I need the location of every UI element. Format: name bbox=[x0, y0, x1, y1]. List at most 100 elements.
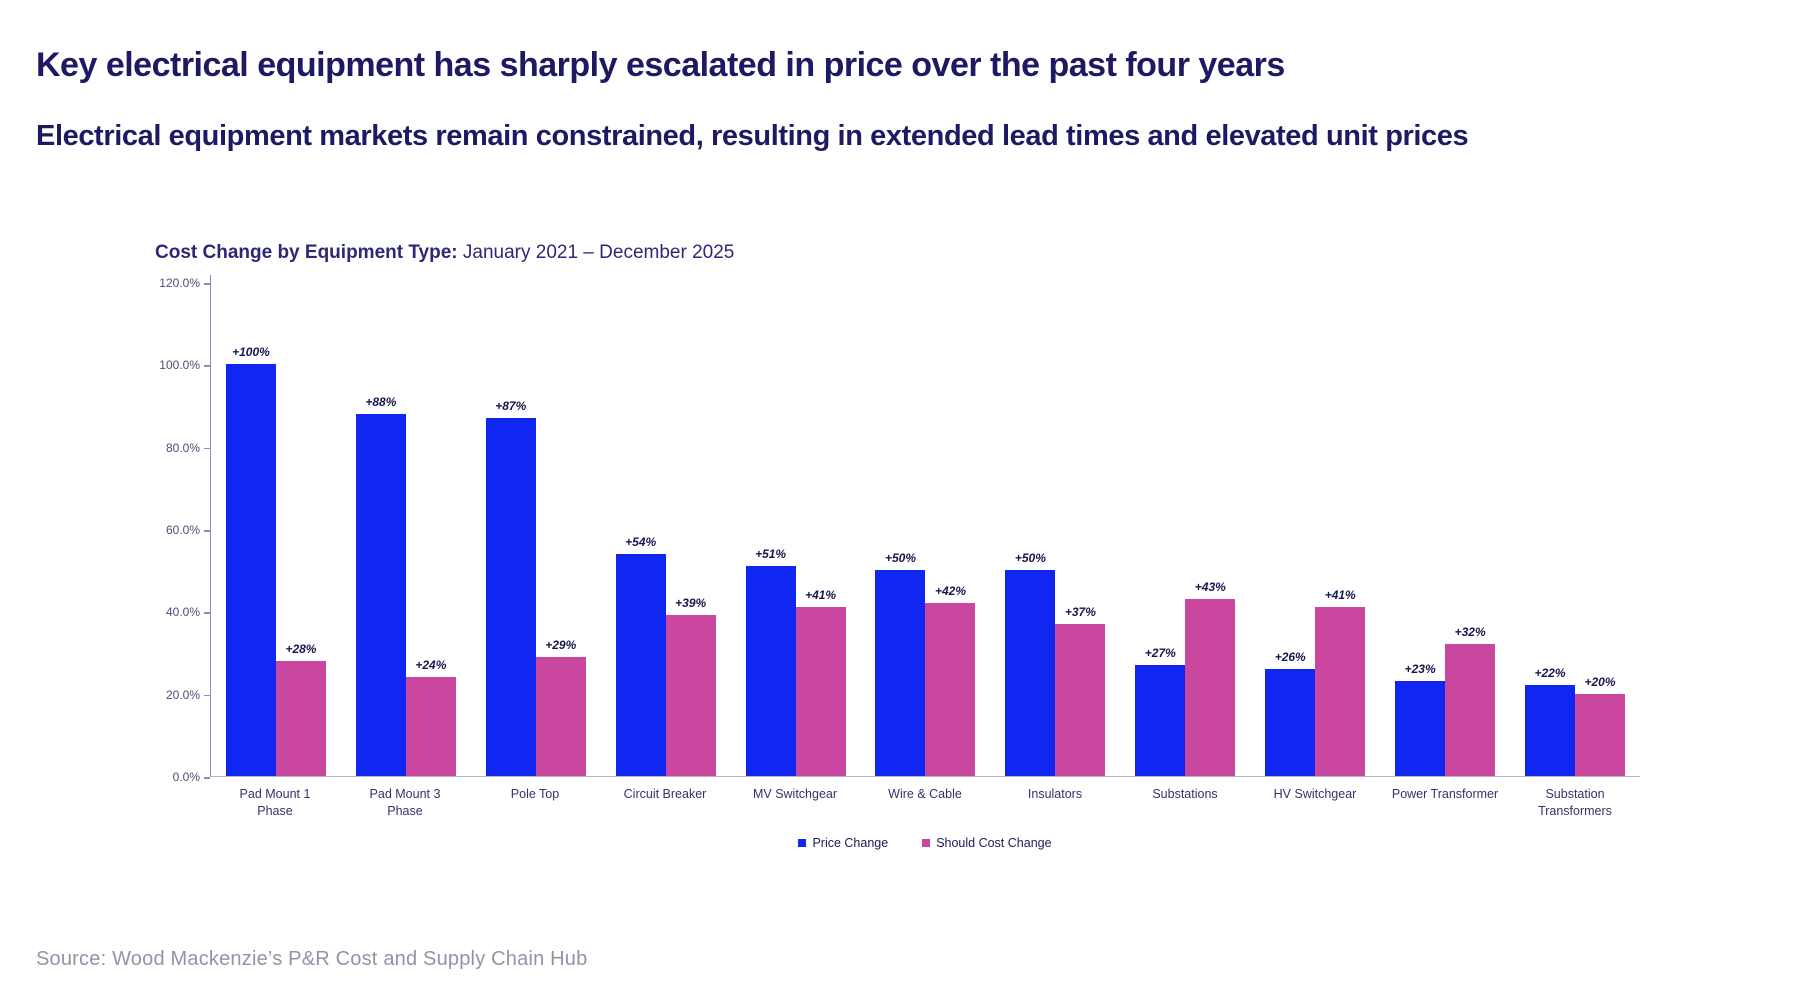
bar-value-label: +22% bbox=[1534, 666, 1566, 681]
bar-group: +54% +39% bbox=[601, 283, 731, 776]
bar-group: +100% +28% bbox=[211, 283, 341, 776]
price-change-bar: +50% bbox=[875, 551, 926, 776]
bar-value-label: +41% bbox=[805, 588, 837, 603]
price-change-bar: +22% bbox=[1525, 666, 1576, 776]
x-axis: Pad Mount 1 Phase Pad Mount 3 Phase Pole Top… bbox=[210, 786, 1640, 820]
bar-value-label: +29% bbox=[545, 637, 577, 652]
page-title: Key electrical equipment has sharply esc… bbox=[36, 46, 1285, 84]
y-axis: 120.0% 100.0% 80.0% 60.0% 40.0% 20.0% 0.0% bbox=[128, 276, 200, 784]
bar-group: +26% +41% bbox=[1250, 283, 1380, 776]
bar-pair: +50% +37% bbox=[1005, 551, 1106, 776]
price-change-bar: +23% bbox=[1395, 662, 1446, 776]
bar-pair: +26% +41% bbox=[1265, 588, 1366, 776]
bar-value-label: +54% bbox=[625, 534, 657, 549]
x-category-label: Substation Transformers bbox=[1538, 787, 1612, 818]
should-cost-change-swatch-icon bbox=[922, 839, 931, 847]
bar-pair: +50% +42% bbox=[875, 551, 976, 776]
bar-group: +50% +42% bbox=[861, 283, 991, 776]
should-cost-change-bar: +42% bbox=[925, 584, 976, 776]
should-cost-change-bar: +24% bbox=[405, 658, 456, 776]
chart-legend: Price Change Should Cost Change bbox=[210, 836, 1640, 850]
y-tick-label: 120.0% bbox=[159, 276, 200, 290]
bar-value-label: +43% bbox=[1194, 579, 1226, 594]
bar-group: +88% +24% bbox=[341, 283, 471, 776]
bar-value-label: +28% bbox=[285, 641, 317, 656]
y-tick-label: 20.0% bbox=[165, 687, 200, 702]
bar-pair: +23% +32% bbox=[1395, 625, 1496, 776]
source-note: Source: Wood Mackenzie’s P&R Cost and Su… bbox=[36, 948, 588, 970]
legend-label: Price Change bbox=[812, 836, 889, 850]
x-category-label: HV Switchgear bbox=[1273, 787, 1357, 801]
bar-pair: +87% +29% bbox=[485, 399, 586, 776]
bar-value-label: +51% bbox=[755, 547, 787, 562]
bar-value-label: +27% bbox=[1144, 645, 1176, 660]
price-change-bar: +27% bbox=[1135, 646, 1186, 776]
bar-value-label: +23% bbox=[1404, 662, 1436, 677]
bar-value-label: +50% bbox=[884, 551, 916, 566]
bar-value-label: +32% bbox=[1454, 625, 1486, 640]
should-cost-change-bar: +41% bbox=[795, 588, 846, 776]
bar-value-label: +50% bbox=[1014, 551, 1046, 566]
x-category-label: Power Transformer bbox=[1391, 787, 1499, 801]
bar-value-label: +26% bbox=[1274, 649, 1306, 664]
bar-value-label: +24% bbox=[415, 658, 447, 673]
y-tick-label: 60.0% bbox=[165, 523, 200, 537]
price-change-bar: +87% bbox=[485, 399, 536, 776]
page-subtitle: Electrical equipment markets remain cons… bbox=[36, 120, 1469, 152]
y-tick-label: 0.0% bbox=[172, 770, 200, 784]
y-axis-cap bbox=[209, 275, 211, 283]
bar-value-label: +87% bbox=[495, 398, 527, 413]
y-tick-mark bbox=[204, 694, 210, 697]
price-change-bar: +50% bbox=[1005, 551, 1056, 776]
y-tick-mark bbox=[204, 612, 210, 614]
price-change-bar: +51% bbox=[745, 547, 796, 776]
bar-pair: +27% +43% bbox=[1135, 580, 1236, 776]
bar-value-label: +88% bbox=[365, 394, 397, 409]
y-tick-mark bbox=[204, 777, 210, 779]
price-change-swatch-icon bbox=[798, 839, 807, 847]
legend-label: Should Cost Change bbox=[936, 836, 1052, 850]
should-cost-change-bar: +43% bbox=[1185, 580, 1236, 776]
x-category-label: Pad Mount 3 Phase bbox=[369, 787, 441, 818]
y-tick-mark bbox=[204, 283, 210, 285]
bar-group: +22% +20% bbox=[1510, 283, 1640, 776]
should-cost-change-bar: +29% bbox=[535, 638, 586, 776]
y-tick-label: 40.0% bbox=[165, 605, 200, 620]
price-change-bar: +26% bbox=[1265, 650, 1316, 776]
legend-item: Price Change bbox=[798, 836, 888, 850]
y-tick-mark bbox=[204, 530, 210, 532]
x-category-label: Insulators bbox=[1027, 787, 1083, 801]
x-category-label: Substations bbox=[1152, 787, 1218, 801]
bar-value-label: +39% bbox=[675, 596, 707, 611]
should-cost-change-bar: +32% bbox=[1445, 625, 1496, 776]
x-category-label: Pad Mount 1 Phase bbox=[239, 787, 311, 818]
chart-title-emphasis: Cost Change by Equipment Type: bbox=[155, 242, 458, 263]
bar-value-label: +20% bbox=[1584, 674, 1616, 689]
bar-group: +23% +32% bbox=[1380, 283, 1510, 776]
should-cost-change-bar: +28% bbox=[275, 642, 326, 776]
bar-group: +87% +29% bbox=[471, 283, 601, 776]
x-category-label: Circuit Breaker bbox=[623, 787, 707, 801]
plot-area: +100% +28% +88% +24% +87% +29% +54% +39% +51% +41… bbox=[210, 283, 1640, 777]
bar-value-label: +100% bbox=[232, 345, 270, 360]
y-tick-label: 100.0% bbox=[159, 358, 200, 373]
bar-group: +27% +43% bbox=[1120, 283, 1250, 776]
x-category-label: Pole Top bbox=[510, 787, 560, 801]
bar-group: +50% +37% bbox=[990, 283, 1120, 776]
bar-pair: +54% +39% bbox=[615, 535, 716, 776]
should-cost-change-bar: +20% bbox=[1575, 675, 1626, 776]
chart-title: Cost Change by Equipment Type: January 2… bbox=[155, 242, 734, 264]
y-tick-mark bbox=[204, 447, 210, 450]
legend-item: Should Cost Change bbox=[922, 836, 1052, 850]
bar-value-label: +41% bbox=[1324, 588, 1356, 603]
bar-pair: +22% +20% bbox=[1525, 666, 1626, 776]
bar-pair: +51% +41% bbox=[745, 547, 846, 776]
bar-group: +51% +41% bbox=[731, 283, 861, 776]
should-cost-change-bar: +41% bbox=[1315, 588, 1366, 776]
price-change-bar: +88% bbox=[355, 395, 406, 776]
chart-title-period: January 2021 – December 2025 bbox=[457, 242, 735, 263]
bar-pair: +100% +28% bbox=[225, 345, 326, 776]
should-cost-change-bar: +37% bbox=[1055, 605, 1106, 776]
price-change-bar: +100% bbox=[225, 345, 276, 776]
bar-value-label: +42% bbox=[934, 584, 966, 599]
